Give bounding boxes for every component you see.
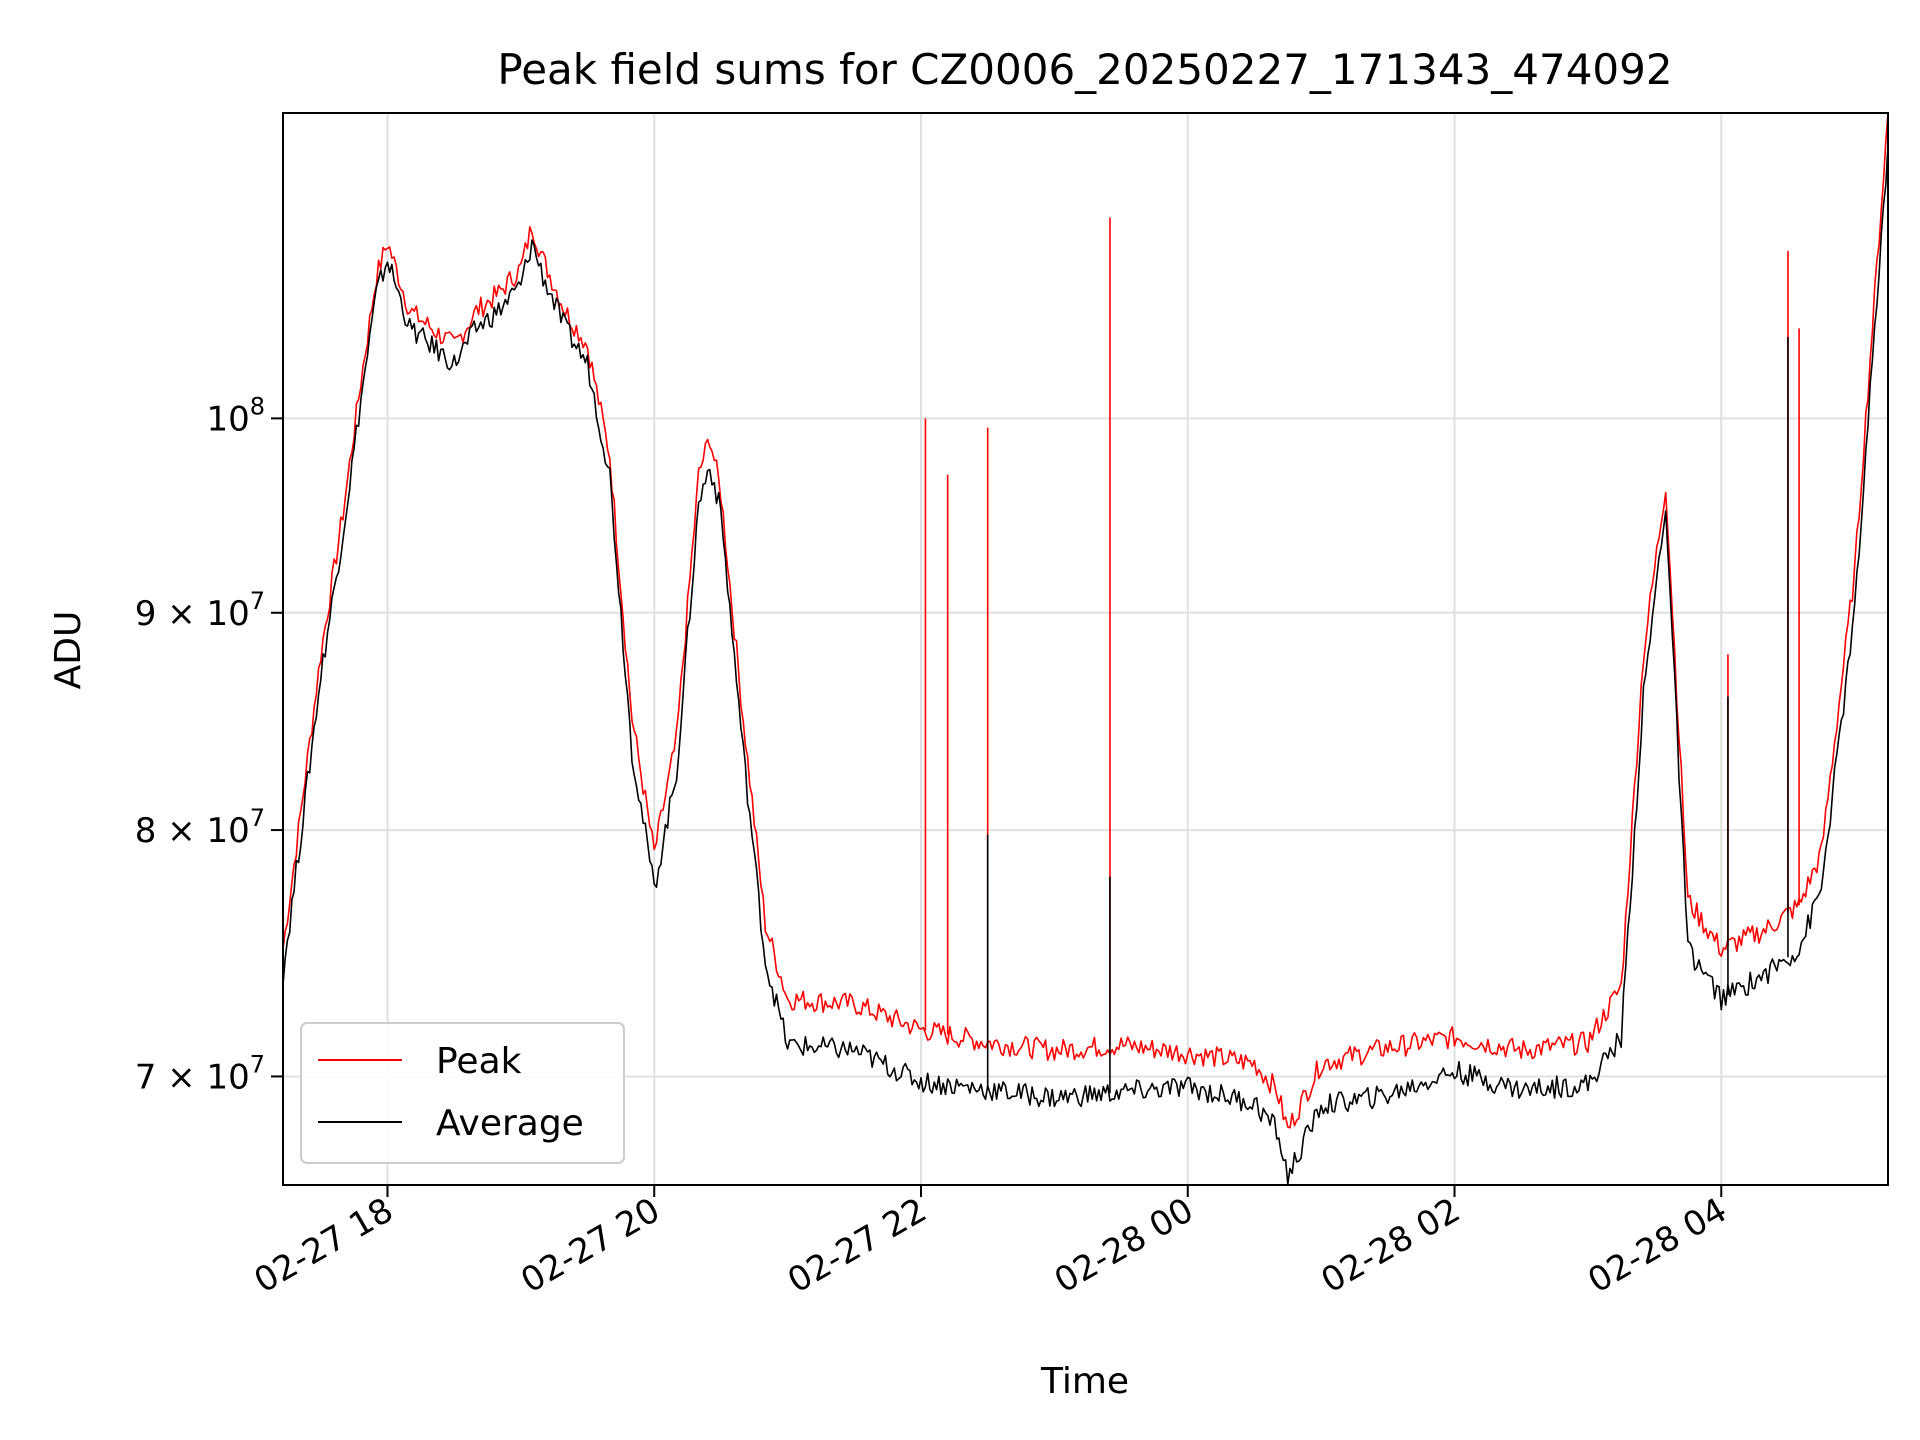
y-tick-label-exponent: 7	[250, 804, 265, 832]
y-tick-label: 8 × 107	[135, 804, 265, 851]
x-axis-label: Time	[1040, 1361, 1129, 1402]
plot-frame	[282, 112, 1889, 1186]
legend-box	[300, 1022, 625, 1164]
grid	[283, 113, 1888, 1185]
series-average-line	[283, 144, 1888, 1185]
series-peak-line	[283, 113, 1888, 1129]
y-tick-label: 9 × 107	[135, 587, 265, 634]
y-tick-label-base: 9 × 10	[135, 594, 250, 634]
y-tick-label-exponent: 7	[250, 1050, 265, 1078]
series-layer	[283, 113, 1888, 1185]
y-tick-label-base: 7 × 10	[135, 1057, 250, 1097]
legend: Peak Average	[300, 1022, 625, 1164]
y-axis-label: ADU	[48, 611, 89, 690]
y-tick-label-base: 8 × 10	[135, 811, 250, 851]
legend-average-label: Average	[436, 1103, 584, 1144]
legend-peak-label: Peak	[436, 1041, 522, 1082]
y-tick-label: 7 × 107	[135, 1050, 265, 1097]
y-tick-label-base: 10	[206, 399, 249, 439]
y-tick-label-exponent: 7	[250, 587, 265, 615]
y-tick-label-exponent: 8	[250, 392, 265, 420]
series-average	[283, 144, 1888, 1185]
y-tick-label: 108	[206, 392, 265, 439]
chart-title: Peak field sums for CZ0006_20250227_1713…	[497, 45, 1672, 94]
